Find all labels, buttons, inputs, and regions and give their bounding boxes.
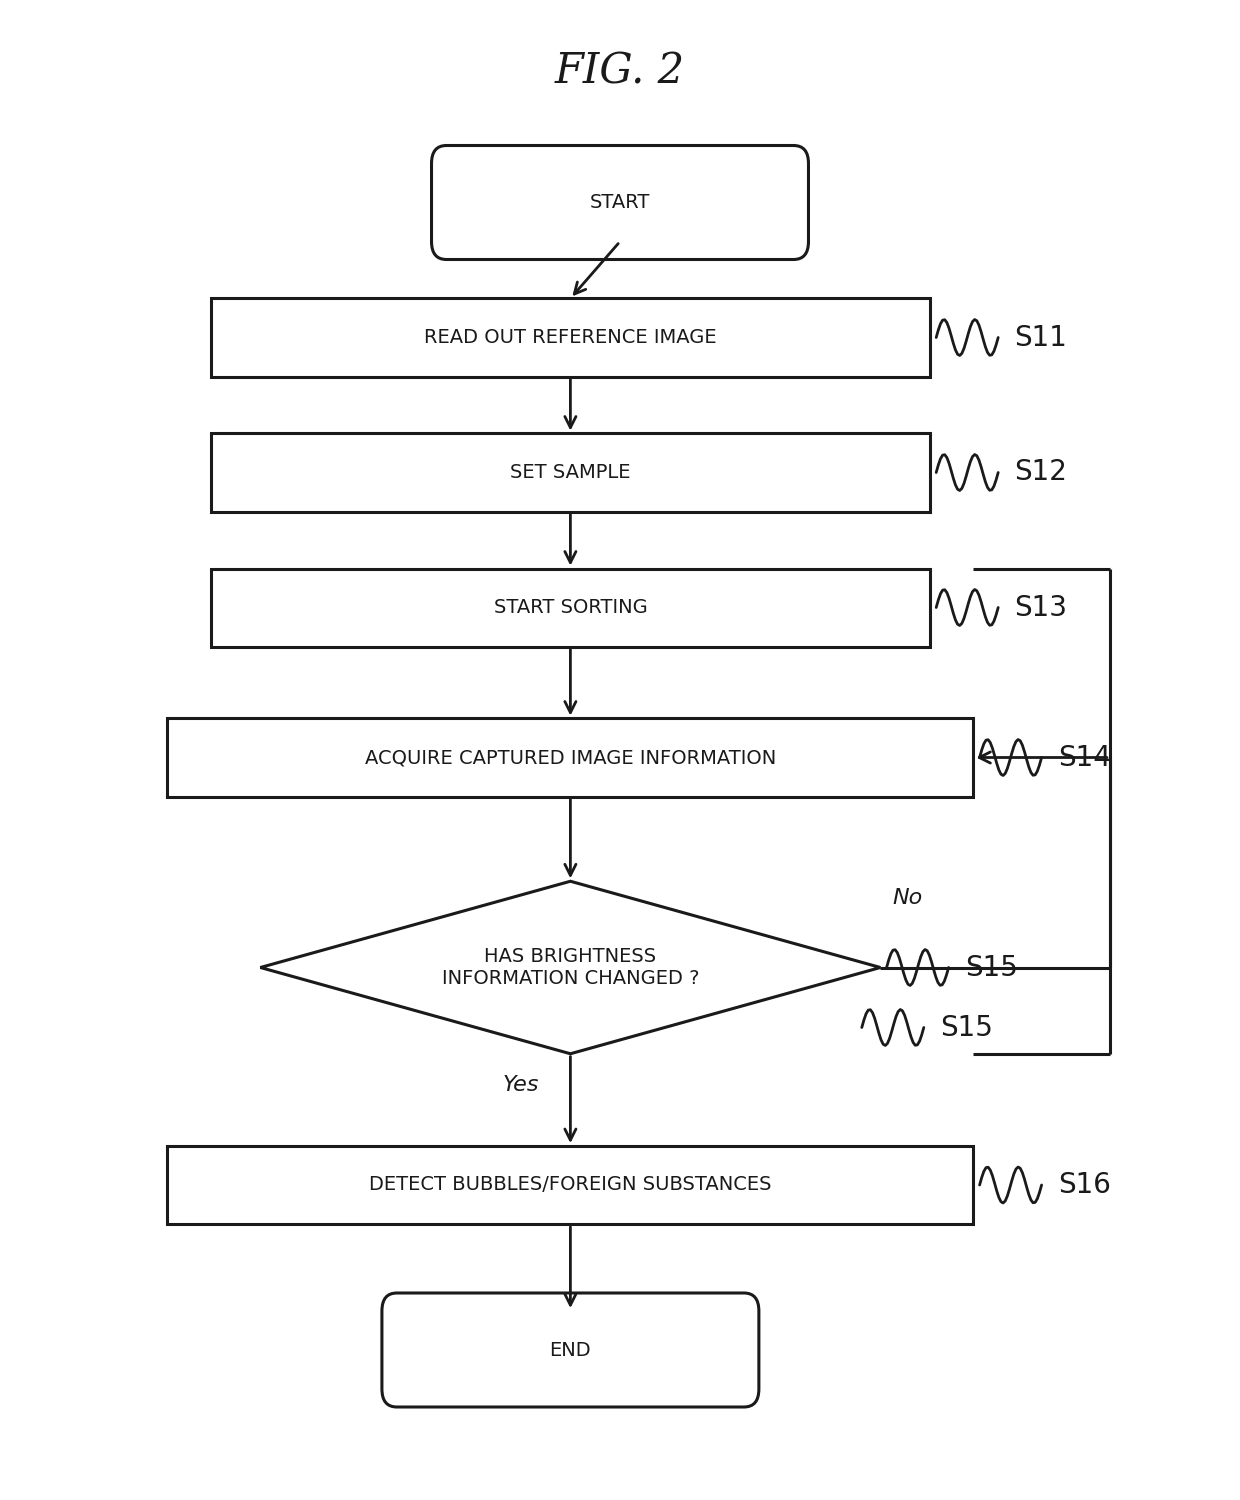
Text: END: END (549, 1341, 591, 1359)
Text: START SORTING: START SORTING (494, 598, 647, 616)
Text: READ OUT REFERENCE IMAGE: READ OUT REFERENCE IMAGE (424, 328, 717, 346)
Bar (167, 718, 973, 797)
FancyBboxPatch shape (432, 146, 808, 260)
Text: S15: S15 (965, 954, 1018, 981)
Bar (211, 298, 930, 376)
Text: S12: S12 (1014, 459, 1068, 486)
Text: HAS BRIGHTNESS
INFORMATION CHANGED ?: HAS BRIGHTNESS INFORMATION CHANGED ? (441, 946, 699, 988)
Text: S13: S13 (1014, 594, 1068, 621)
Text: SET SAMPLE: SET SAMPLE (510, 464, 631, 482)
Bar (211, 568, 930, 646)
Text: No: No (893, 888, 923, 908)
Text: ACQUIRE CAPTURED IMAGE INFORMATION: ACQUIRE CAPTURED IMAGE INFORMATION (365, 748, 776, 766)
Text: FIG. 2: FIG. 2 (556, 51, 684, 93)
Text: S15: S15 (940, 1014, 993, 1041)
Polygon shape (260, 882, 880, 1053)
Text: S14: S14 (1058, 744, 1111, 771)
Text: START: START (590, 194, 650, 211)
Bar (211, 433, 930, 512)
Bar (167, 1146, 973, 1224)
Text: Yes: Yes (502, 1076, 539, 1095)
Text: DETECT BUBBLES/FOREIGN SUBSTANCES: DETECT BUBBLES/FOREIGN SUBSTANCES (370, 1176, 771, 1194)
FancyBboxPatch shape (382, 1293, 759, 1407)
Text: S16: S16 (1058, 1172, 1111, 1198)
Text: S11: S11 (1014, 324, 1068, 351)
